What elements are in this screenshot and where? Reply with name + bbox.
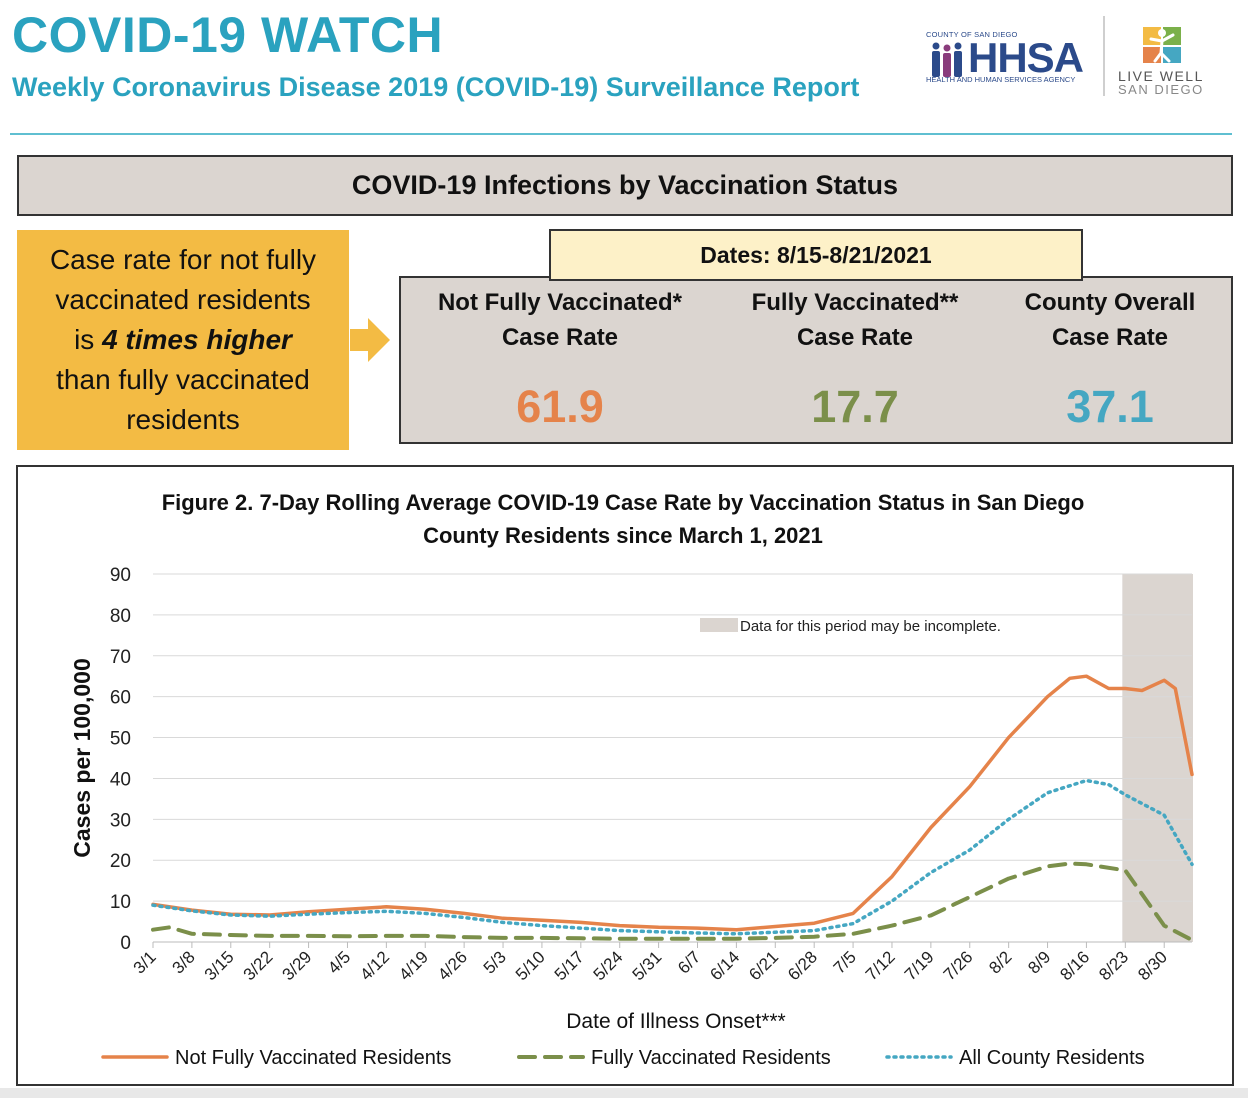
series-line-2 xyxy=(151,778,1194,936)
arrow-right-icon xyxy=(350,318,390,362)
section-title: COVID-19 Infections by Vaccination Statu… xyxy=(17,155,1233,216)
y-tick-label: 60 xyxy=(110,688,131,709)
x-tick-label: 8/23 xyxy=(1095,947,1132,984)
y-tick-label: 20 xyxy=(110,851,131,872)
x-tick-label: 6/28 xyxy=(784,947,821,984)
y-tick-label: 0 xyxy=(120,933,131,954)
y-tick-label: 90 xyxy=(110,565,131,586)
x-tick-label: 6/14 xyxy=(706,947,743,984)
callout-line: vaccinated residents xyxy=(55,284,311,315)
page-bottom-edge xyxy=(0,1088,1248,1098)
callout-text: Case rate for not fully vaccinated resid… xyxy=(50,240,316,440)
series-line-0 xyxy=(151,674,1194,932)
x-tick-label: 3/15 xyxy=(201,947,238,984)
x-tick-label: 3/8 xyxy=(169,947,199,977)
x-tick-label: 5/31 xyxy=(629,947,666,984)
dates-badge: Dates: 8/15-8/21/2021 xyxy=(549,229,1083,281)
x-tick-label: 5/24 xyxy=(590,947,627,984)
live-well-text: LIVE WELL xyxy=(1118,68,1204,84)
hhsa-figures-icon xyxy=(932,42,962,77)
y-axis-title: Cases per 100,000 xyxy=(69,658,95,858)
annotation-swatch xyxy=(700,618,738,632)
rate-label: Not Fully Vaccinated* xyxy=(437,289,683,316)
x-tick-label: 5/10 xyxy=(512,947,549,984)
x-tick-label: 4/19 xyxy=(395,947,432,984)
page-title: COVID-19 WATCH xyxy=(12,7,444,63)
callout-emphasis: 4 times higher xyxy=(102,324,292,355)
line-chart: 0 10 20 30 40 50 60 70 80 90 3/1 3/8 3/15 3/22 3/29 4/5… xyxy=(69,490,1194,1069)
x-tick-label: 8/9 xyxy=(1024,947,1054,977)
legend-label: All County Residents xyxy=(959,1047,1145,1069)
callout-box: Case rate for not fully vaccinated resid… xyxy=(17,230,349,450)
x-tick-label: 8/30 xyxy=(1134,947,1171,984)
series-line-1 xyxy=(151,861,1194,942)
x-axis-title: Date of Illness Onset*** xyxy=(566,1010,785,1033)
legend-label: Fully Vaccinated Residents xyxy=(591,1047,831,1069)
x-tick-label: 7/12 xyxy=(862,947,899,984)
callout-line: residents xyxy=(126,404,240,435)
y-tick-label: 70 xyxy=(110,647,131,668)
hhsa-agency-text: HEALTH AND HUMAN SERVICES AGENCY xyxy=(926,75,1076,84)
rate-value: 37.1 xyxy=(1066,381,1154,432)
y-tick-label: 10 xyxy=(110,892,131,913)
rate-label: Fully Vaccinated** xyxy=(751,289,959,316)
chart-title-line: County Residents since March 1, 2021 xyxy=(423,523,823,548)
rate-value: 61.9 xyxy=(516,381,604,432)
chart-panel xyxy=(16,465,1234,1086)
chart-title-line: Figure 2. 7-Day Rolling Average COVID-19… xyxy=(162,490,1085,515)
incomplete-data-shading xyxy=(1122,574,1193,942)
x-tick-label: 3/1 xyxy=(130,947,160,977)
rate-label: Case Rate xyxy=(796,324,914,351)
legend-label: Not Fully Vaccinated Residents xyxy=(175,1047,451,1069)
x-tick-label: 6/7 xyxy=(674,947,704,977)
y-tick-label: 30 xyxy=(110,810,131,831)
x-tick-label: 4/12 xyxy=(356,947,393,984)
y-tick-label: 40 xyxy=(110,769,131,790)
live-well-figure-icon xyxy=(1143,27,1181,63)
x-tick-label: 7/19 xyxy=(901,947,938,984)
x-tick-label: 7/26 xyxy=(940,947,977,984)
x-tick-label: 3/29 xyxy=(279,947,316,984)
logo-divider xyxy=(1103,16,1105,96)
annotation-text: Data for this period may be incomplete. xyxy=(740,618,1001,635)
callout-text-prefix: is xyxy=(74,324,103,355)
x-tick-label: 5/17 xyxy=(551,947,588,984)
x-tick-label: 3/22 xyxy=(240,947,277,984)
x-tick-label: 7/5 xyxy=(830,947,860,977)
x-tick-label: 6/21 xyxy=(745,947,782,984)
callout-line: is 4 times higher xyxy=(50,320,316,360)
rate-label: County Overall xyxy=(1024,289,1196,316)
x-tick-label: 8/2 xyxy=(985,947,1015,977)
hhsa-county-text: COUNTY OF SAN DIEGO xyxy=(926,30,1018,39)
rate-not-fully-vaccinated: Not Fully Vaccinated* Case Rate 61.9 xyxy=(410,285,710,433)
x-tick-label: 8/16 xyxy=(1056,947,1093,984)
callout-line: Case rate for not fully xyxy=(49,244,317,275)
y-tick-label: 80 xyxy=(110,606,131,627)
rate-label: Case Rate xyxy=(501,324,619,351)
callout-line: than fully vaccinated xyxy=(56,364,310,395)
y-tick-label: 50 xyxy=(110,729,131,750)
rate-fully-vaccinated: Fully Vaccinated** Case Rate 17.7 xyxy=(705,285,1005,433)
x-tick-label: 5/3 xyxy=(480,947,510,977)
page-subtitle: Weekly Coronavirus Disease 2019 (COVID-1… xyxy=(12,72,860,102)
hhsa-logo-text: HHSA xyxy=(968,34,1084,81)
live-well-subtext: SAN DIEGO xyxy=(1118,82,1204,97)
x-tick-label: 4/26 xyxy=(434,947,471,984)
rate-value: 17.7 xyxy=(811,381,899,432)
header-divider xyxy=(10,133,1232,135)
rate-county-overall: County Overall Case Rate 37.1 xyxy=(960,285,1248,433)
rate-label: Case Rate xyxy=(1051,324,1169,351)
x-tick-label: 4/5 xyxy=(324,947,354,977)
